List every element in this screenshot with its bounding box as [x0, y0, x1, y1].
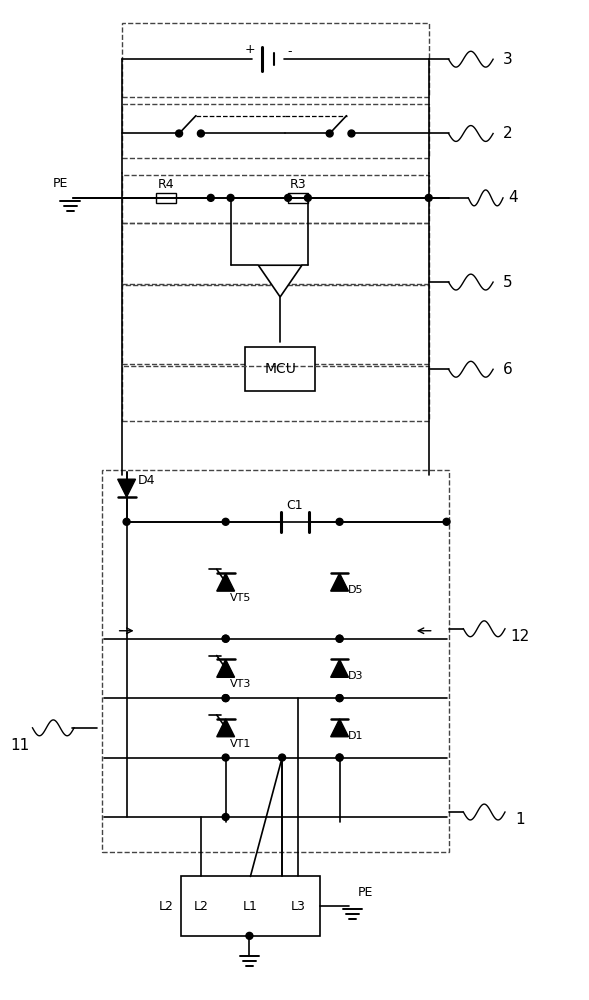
Bar: [181, 876, 320, 936]
Text: VT1: VT1: [230, 739, 251, 749]
Bar: [246, 347, 315, 391]
Polygon shape: [330, 719, 349, 737]
Bar: [156, 193, 176, 203]
Circle shape: [305, 194, 312, 201]
Text: D4: D4: [138, 474, 155, 487]
Circle shape: [348, 130, 355, 137]
Text: 12: 12: [510, 629, 530, 644]
Text: L2: L2: [159, 900, 174, 913]
Polygon shape: [217, 659, 234, 677]
Circle shape: [425, 194, 432, 201]
Text: -: -: [288, 45, 292, 58]
Text: D5: D5: [348, 585, 363, 595]
Text: R3: R3: [290, 178, 306, 191]
Circle shape: [222, 754, 229, 761]
Circle shape: [176, 130, 183, 137]
Circle shape: [284, 194, 292, 201]
Polygon shape: [118, 479, 135, 497]
Text: L2: L2: [193, 900, 209, 913]
Text: 2: 2: [503, 126, 513, 141]
Circle shape: [197, 130, 204, 137]
Circle shape: [222, 695, 229, 702]
Bar: [122, 175, 429, 223]
Text: L1: L1: [243, 900, 258, 913]
Text: MCU: MCU: [264, 362, 296, 376]
Polygon shape: [330, 659, 349, 677]
Text: 5: 5: [503, 275, 513, 290]
Circle shape: [222, 695, 229, 702]
Circle shape: [336, 518, 343, 525]
Text: R4: R4: [158, 178, 174, 191]
Circle shape: [336, 635, 343, 642]
Circle shape: [336, 695, 343, 702]
Polygon shape: [217, 719, 234, 737]
Polygon shape: [330, 573, 349, 591]
Text: PE: PE: [52, 177, 68, 190]
Circle shape: [336, 754, 343, 761]
Bar: [122, 23, 429, 97]
Bar: [122, 285, 429, 364]
Polygon shape: [259, 265, 302, 297]
Text: 11: 11: [10, 738, 29, 753]
Bar: [102, 470, 449, 852]
Text: 3: 3: [503, 52, 513, 67]
Circle shape: [336, 695, 343, 702]
Circle shape: [326, 130, 333, 137]
Circle shape: [222, 635, 229, 642]
Circle shape: [222, 814, 229, 820]
Circle shape: [246, 932, 253, 939]
Bar: [122, 223, 429, 284]
Text: VT3: VT3: [230, 679, 251, 689]
Circle shape: [123, 518, 130, 525]
Text: D1: D1: [348, 731, 363, 741]
Bar: [288, 193, 308, 203]
Text: VT5: VT5: [230, 593, 251, 603]
Polygon shape: [217, 573, 234, 591]
Text: 1: 1: [515, 812, 525, 827]
Text: 4: 4: [508, 190, 518, 205]
Bar: [122, 104, 429, 158]
Circle shape: [222, 518, 229, 525]
Text: C1: C1: [287, 499, 303, 512]
Text: PE: PE: [358, 886, 373, 899]
Circle shape: [336, 754, 343, 761]
Circle shape: [443, 518, 450, 525]
Circle shape: [207, 194, 214, 201]
Circle shape: [336, 635, 343, 642]
Circle shape: [279, 754, 286, 761]
Circle shape: [222, 635, 229, 642]
Text: L3: L3: [290, 900, 306, 913]
Text: D3: D3: [348, 671, 363, 681]
Bar: [122, 366, 429, 421]
Circle shape: [227, 194, 234, 201]
Text: +: +: [245, 43, 256, 56]
Text: 6: 6: [503, 362, 513, 377]
